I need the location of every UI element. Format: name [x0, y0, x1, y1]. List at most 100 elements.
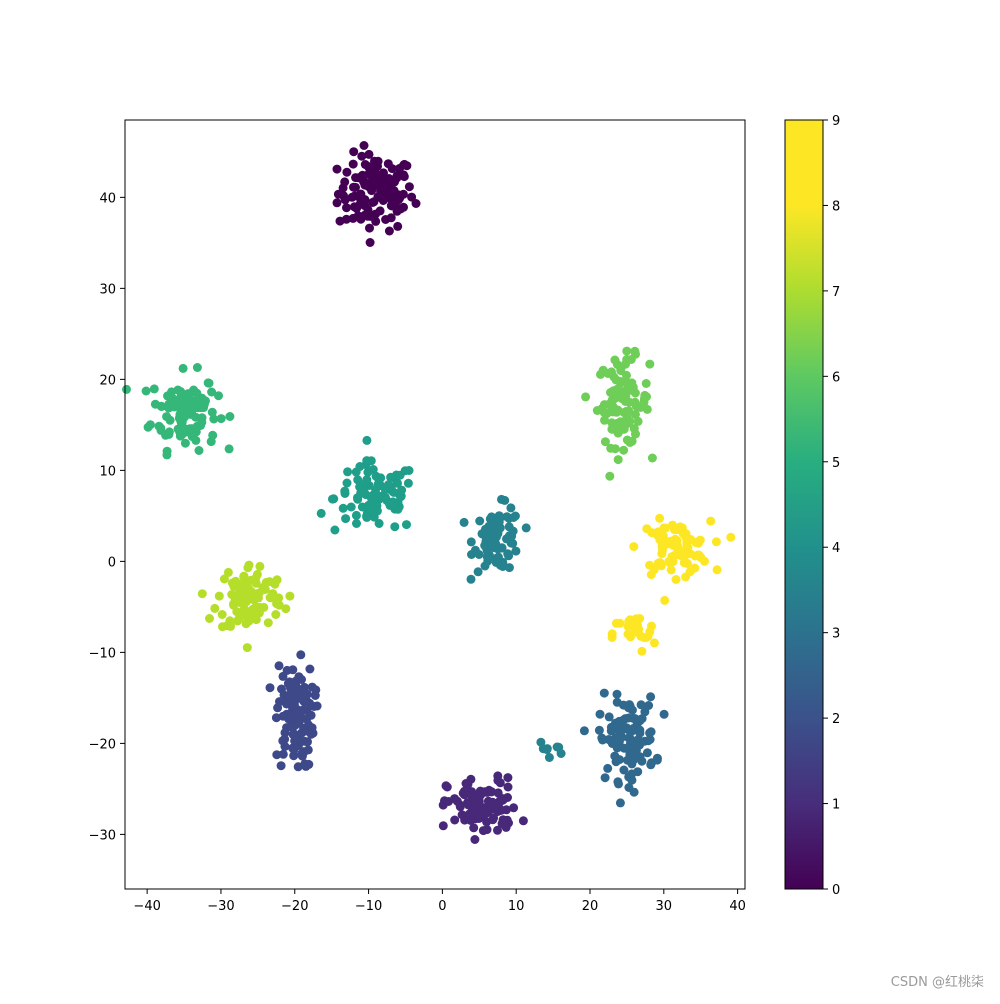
data-point [379, 168, 388, 178]
data-point [402, 520, 411, 530]
data-point [389, 499, 399, 509]
data-point [607, 633, 617, 642]
data-point [508, 538, 518, 548]
data-point [403, 478, 413, 488]
colorbar-tick-label: 0 [832, 883, 840, 898]
x-tick-label: 20 [582, 899, 599, 914]
x-tick-label: −40 [133, 899, 160, 914]
data-point [346, 502, 356, 512]
x-tick-label: 10 [508, 899, 525, 914]
data-point [353, 493, 362, 503]
data-point [679, 558, 689, 568]
data-point [463, 800, 473, 810]
data-point [693, 538, 703, 548]
data-point [372, 506, 382, 516]
data-point [625, 438, 635, 447]
data-point [659, 709, 669, 719]
data-point [696, 553, 706, 563]
data-point [480, 787, 490, 797]
data-point [243, 615, 253, 625]
data-point [356, 195, 366, 205]
data-point [395, 193, 405, 203]
data-points [122, 141, 736, 844]
data-point [605, 471, 615, 481]
data-point [283, 679, 293, 689]
data-point [682, 538, 692, 548]
data-point [622, 346, 632, 356]
data-point [609, 386, 618, 396]
data-point [197, 589, 207, 599]
data-point [305, 664, 315, 674]
data-point [657, 542, 667, 552]
data-point [349, 182, 358, 192]
data-point [260, 584, 270, 594]
data-point [246, 587, 256, 596]
data-point [503, 782, 513, 792]
watermark-text: CSDN @红桃柒 [890, 975, 984, 990]
data-point [175, 431, 185, 441]
data-point [627, 775, 637, 785]
data-point [359, 141, 369, 150]
y-tick-label: −20 [89, 737, 116, 752]
data-point [459, 517, 469, 527]
data-point [265, 593, 275, 603]
data-point [642, 524, 652, 534]
data-point [276, 761, 286, 771]
data-point [384, 226, 394, 236]
data-point [380, 484, 390, 494]
data-point [619, 445, 629, 455]
data-point [166, 392, 176, 402]
data-point [372, 490, 382, 500]
data-point [180, 438, 190, 448]
data-point [362, 435, 372, 445]
data-point [154, 421, 164, 431]
data-point [603, 369, 613, 378]
data-point [255, 561, 265, 571]
data-point [227, 590, 237, 599]
data-point [271, 610, 281, 619]
data-point [616, 422, 626, 432]
data-point [649, 565, 659, 575]
data-point [610, 355, 620, 365]
data-point [600, 773, 610, 783]
x-tick-label: 0 [438, 899, 446, 914]
data-point [604, 712, 614, 722]
data-point [261, 577, 271, 587]
x-tick-label: −20 [281, 899, 308, 914]
data-point [282, 699, 291, 709]
colorbar-tick-label: 5 [832, 456, 840, 471]
data-point [365, 223, 374, 233]
data-point [613, 455, 623, 465]
data-point [308, 728, 318, 738]
data-point [349, 147, 359, 157]
data-point [360, 160, 370, 169]
data-point [149, 384, 159, 394]
data-point [396, 204, 406, 214]
data-point [494, 798, 504, 808]
data-point [364, 149, 374, 159]
data-point [503, 773, 513, 783]
data-point [293, 718, 303, 728]
data-point [652, 530, 662, 540]
data-point [502, 815, 512, 825]
data-point [579, 726, 589, 736]
colorbar-tick-label: 4 [832, 541, 840, 556]
data-point [623, 622, 633, 631]
data-point [122, 384, 131, 394]
data-point [285, 711, 295, 721]
data-point [661, 523, 670, 533]
data-point [630, 410, 640, 419]
colorbar-tick-label: 7 [832, 285, 840, 300]
data-point [399, 159, 409, 169]
data-point [460, 786, 469, 796]
data-point [341, 214, 351, 224]
y-tick-label: −30 [89, 828, 116, 843]
colorbar-tick-label: 2 [832, 712, 840, 727]
data-point [348, 159, 358, 169]
data-point [581, 392, 591, 402]
data-point [393, 221, 403, 231]
data-point [644, 701, 654, 710]
data-point [207, 407, 217, 417]
data-point [387, 164, 397, 174]
data-point [484, 531, 494, 541]
